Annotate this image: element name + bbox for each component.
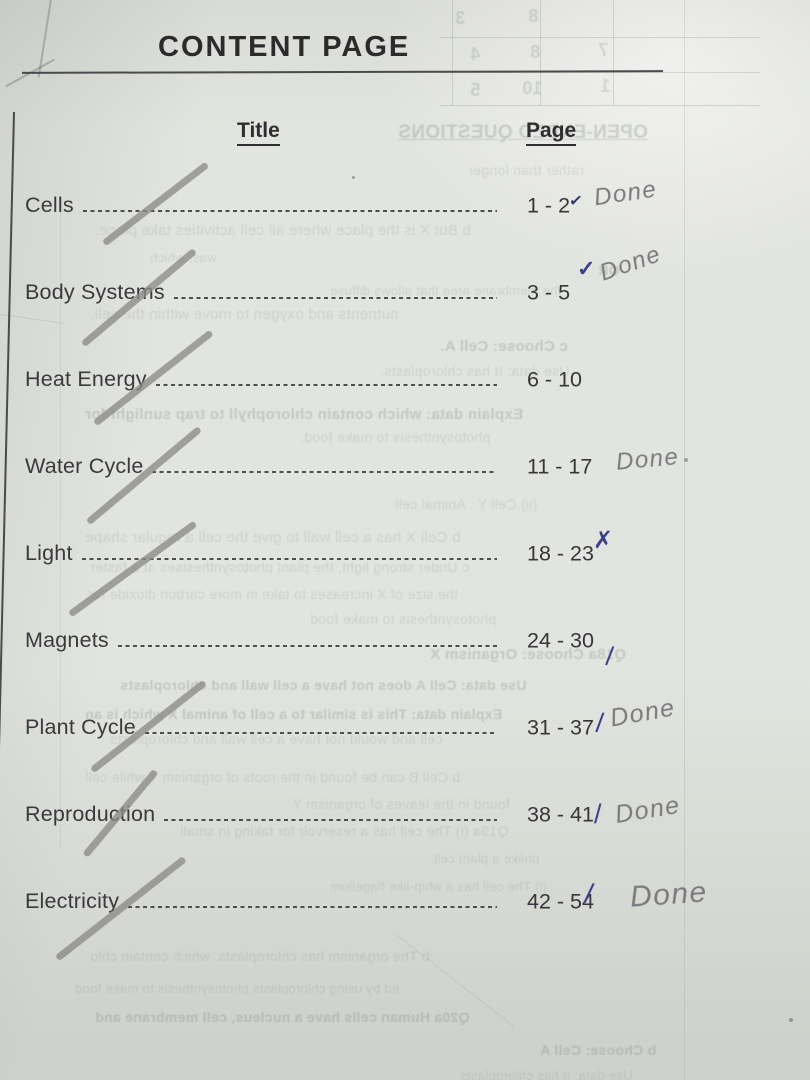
toc-row: Water Cycle 11 - 17 Done	[0, 423, 810, 526]
bleedthrough-text: Q20a Human cells have a nucleus, cell me…	[95, 1009, 470, 1025]
bleedthrough-text: ed by using chloroplasts photosynthesis …	[75, 981, 400, 996]
handwritten-done-note: Done	[614, 443, 681, 476]
dotted-leader	[82, 209, 497, 212]
pencil-strike	[101, 161, 210, 247]
handwritten-done-note: Done	[613, 791, 683, 829]
toc-item-title: Magnets	[25, 628, 109, 652]
bleedthrough-text: Use data: It has chloroplasts	[460, 1068, 633, 1080]
pen-mark: /	[604, 640, 615, 672]
dotted-leader	[152, 470, 497, 473]
page-range: 24 - 30	[527, 628, 594, 652]
handwritten-done-note: Done	[592, 175, 659, 212]
toc-item-title: Electricity	[25, 889, 120, 913]
dotted-leader	[155, 383, 497, 386]
bleed-gridline	[613, 0, 614, 106]
ink-speck	[684, 458, 688, 462]
bleedthrough-table-number: 3	[455, 8, 466, 28]
pen-mark: ✗	[593, 527, 614, 554]
ink-speck	[352, 176, 355, 179]
toc-row: Electricity 42 - 54 / Done	[0, 856, 810, 962]
pen-mark: ✓	[567, 192, 584, 211]
dotted-leader	[164, 818, 497, 821]
toc-row: Cells 1 - 2 ✓ Done	[0, 161, 810, 249]
toc-row: Plant Cycle 31 - 37 / Done	[0, 679, 810, 774]
bleed-gridline	[540, 0, 541, 106]
dotted-leader	[117, 644, 497, 647]
page-range: 11 - 17	[527, 454, 593, 478]
page-range: 1 - 2	[527, 193, 571, 217]
toc-row: Body Systems 3 - 5 ✓ Done	[0, 240, 810, 348]
column-header-title: Title	[237, 119, 280, 146]
paper-crease	[395, 933, 515, 1028]
bleed-gridline	[440, 37, 760, 38]
toc-item-title: Water Cycle	[25, 454, 144, 478]
page-range: 42 - 54	[527, 889, 594, 913]
toc-item-title: Light	[25, 541, 73, 565]
ink-speck	[789, 1018, 793, 1022]
toc-rows: Cells 1 - 2 ✓ Done Body Systems 3 - 5 ✓ …	[0, 161, 810, 962]
bleedthrough-table-number: 7	[598, 40, 609, 60]
dotted-leader	[173, 296, 497, 299]
bleedthrough-table-number: 1	[600, 76, 611, 96]
bleed-gridline	[452, 0, 453, 106]
toc-row: Light 18 - 23 ✗	[0, 510, 810, 618]
pen-mark: ✓	[577, 256, 596, 281]
bleedthrough-text: OPEN-ENDED QUESTIONS	[398, 122, 648, 143]
header-rule	[21, 70, 664, 75]
bleedthrough-table-number: 10	[522, 78, 543, 98]
bleedthrough-text: b Choose: Cell A	[540, 1042, 657, 1058]
dotted-leader	[144, 731, 497, 734]
bleedthrough-table-number: 5	[470, 80, 481, 100]
toc-row: Heat Energy 6 - 10	[0, 329, 810, 427]
page-range: 31 - 37	[527, 715, 594, 739]
toc-row: Reproduction 38 - 41 / Done	[0, 768, 810, 858]
column-header-page: Page	[526, 119, 577, 146]
bleedthrough-table-number: 4	[470, 44, 481, 64]
dotted-leader	[128, 905, 497, 908]
toc-item-title: Heat Energy	[25, 367, 147, 391]
page-range: 6 - 10	[527, 367, 582, 391]
toc-item-title: Plant Cycle	[25, 715, 136, 739]
dotted-leader	[81, 557, 497, 560]
toc-item-title: Cells	[25, 193, 74, 217]
pen-mark: /	[594, 799, 602, 829]
page-range: 18 - 23	[527, 541, 594, 565]
page-range: 38 - 41	[527, 802, 594, 826]
bleed-gridline	[440, 105, 760, 106]
toc-row: Magnets 24 - 30 /	[0, 597, 810, 684]
bleedthrough-table-number: 8	[528, 6, 539, 26]
toc-item-title: Reproduction	[25, 802, 156, 826]
page-range: 3 - 5	[527, 280, 571, 304]
bleedthrough-table-number: 8	[530, 42, 541, 62]
bleedthrough-text: b The organism has chloroplasts, which c…	[90, 948, 430, 964]
handwritten-done-note: Done	[607, 693, 678, 733]
page-title: CONTENT PAGE	[158, 31, 411, 64]
pen-mark: /	[594, 707, 605, 739]
handwritten-done-note: Done	[628, 875, 709, 914]
